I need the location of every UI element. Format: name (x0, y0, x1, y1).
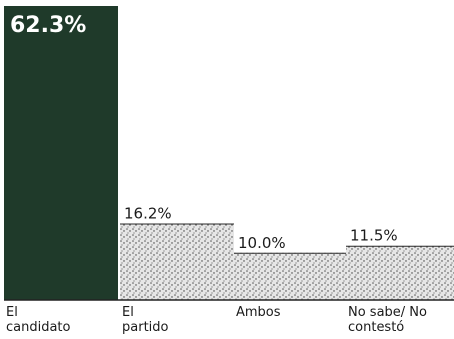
bar-1 (120, 223, 234, 300)
bar-3 (346, 245, 454, 300)
value-label-0: 62.3% (10, 13, 86, 38)
category-label-1-line-1: partido (122, 320, 169, 335)
category-label-2-line-0: Ambos (236, 305, 281, 320)
category-label-1-line-0: El (122, 305, 134, 320)
category-label-0-line-1: candidato (6, 320, 71, 335)
bar-0 (4, 6, 118, 300)
bars-group (4, 6, 454, 301)
value-label-1: 16.2% (124, 205, 172, 223)
category-label-0-line-0: El (6, 305, 18, 320)
value-label-3: 11.5% (350, 227, 398, 245)
category-label-3-line-0: No sabe/ No (348, 305, 427, 320)
value-label-2: 10.0% (238, 234, 286, 252)
category-label-3-line-1: contestó (348, 320, 404, 335)
labels-group: 62.3%Elcandidato16.2%Elpartido10.0%Ambos… (6, 13, 427, 335)
bar-2 (234, 252, 346, 300)
